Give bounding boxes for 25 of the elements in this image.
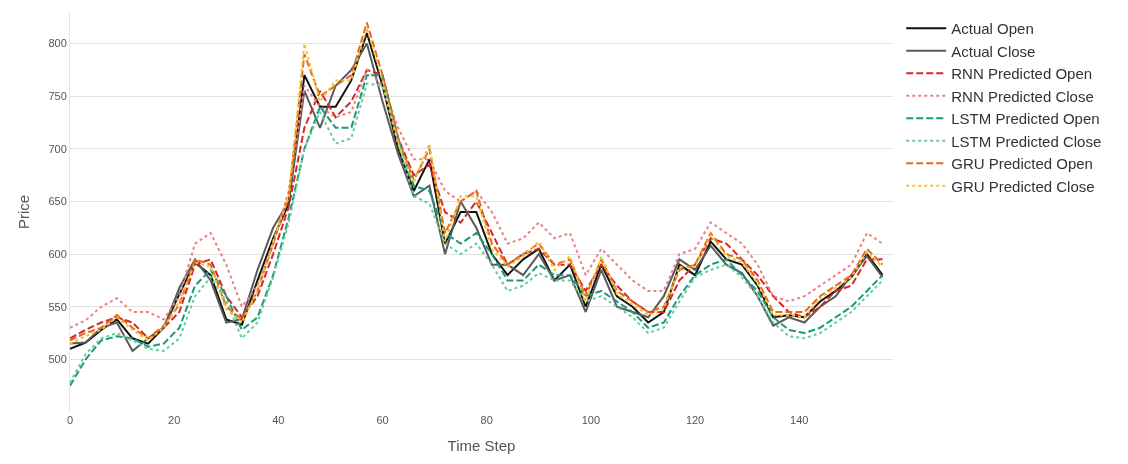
x-tick-label: 20 bbox=[168, 414, 181, 426]
legend-label: LSTM Predicted Close bbox=[951, 132, 1102, 150]
x-tick-label: 0 bbox=[66, 414, 74, 426]
y-axis-title: Price bbox=[14, 194, 32, 230]
x-tick-label: 100 bbox=[581, 414, 601, 426]
y-tick-label: 750 bbox=[48, 90, 67, 103]
legend-label: Actual Open bbox=[951, 20, 1034, 38]
legend-label: RNN Predicted Close bbox=[951, 87, 1094, 105]
x-tick-label: 120 bbox=[685, 414, 705, 426]
y-tick-label: 800 bbox=[48, 37, 67, 50]
y-tick-label: 600 bbox=[48, 247, 67, 260]
x-tick-label: 60 bbox=[376, 414, 389, 426]
x-tick-label: 140 bbox=[790, 414, 809, 426]
legend-label: LSTM Predicted Open bbox=[951, 110, 1100, 128]
legend-label: Actual Close bbox=[951, 42, 1036, 60]
x-axis-title: Time Step bbox=[447, 437, 516, 454]
y-tick-label: 700 bbox=[48, 142, 67, 155]
legend-label: GRU Predicted Close bbox=[951, 177, 1095, 195]
y-tick-label: 500 bbox=[48, 353, 67, 366]
y-tick-label: 650 bbox=[48, 195, 67, 208]
legend-label: GRU Predicted Open bbox=[951, 155, 1093, 173]
x-tick-label: 40 bbox=[272, 414, 285, 426]
legend-label: RNN Predicted Open bbox=[951, 65, 1093, 83]
x-tick-label: 80 bbox=[480, 414, 493, 426]
y-tick-label: 550 bbox=[48, 300, 67, 313]
